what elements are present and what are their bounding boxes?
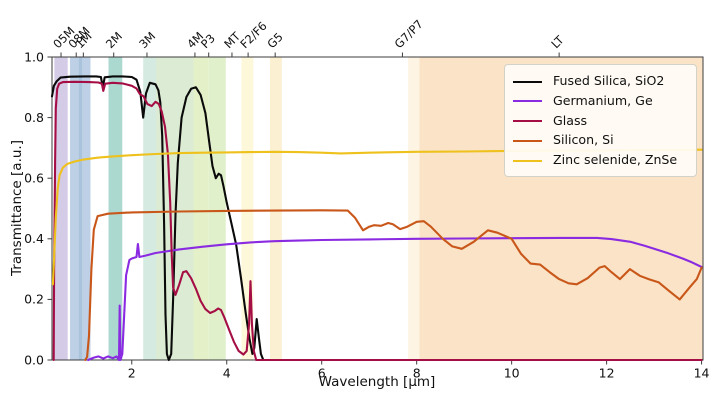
series-line-silicon <box>84 209 703 362</box>
legend-entry-zinc-selenide: Zinc selenide, ZnSe <box>513 151 688 170</box>
spectral-band <box>269 57 282 360</box>
legend-label: Glass <box>553 112 588 128</box>
spectral-band <box>408 57 420 360</box>
x-tick-label: 14 <box>694 366 710 381</box>
series-line-glass <box>52 80 703 362</box>
y-tick-label: 0.4 <box>24 231 44 246</box>
band-label: F2/F6 <box>237 19 269 51</box>
legend-entry-fused-silica: Fused Silica, SiO2 <box>513 72 688 91</box>
band-label: 2M <box>103 29 125 51</box>
spectral-band <box>54 57 68 360</box>
y-axis-label: Transmittance [a.u.] <box>9 140 25 276</box>
band-label: LT <box>548 32 567 51</box>
spectral-band <box>193 57 209 360</box>
legend-entry-germanium: Germanium, Ge <box>513 92 688 111</box>
legend-entry-glass: Glass <box>513 112 688 131</box>
y-tick-label: 0.0 <box>24 352 44 367</box>
legend: Fused Silica, SiO2 Germanium, Ge Glass S… <box>504 64 697 177</box>
legend-line-swatch <box>513 100 542 103</box>
band-label: G7/P7 <box>392 17 426 51</box>
band-label: G5 <box>264 30 285 51</box>
spectral-band <box>70 57 79 360</box>
legend-line-swatch <box>513 139 542 142</box>
spectral-band <box>78 57 83 360</box>
band-label: 3M <box>136 29 158 51</box>
spectral-band <box>241 57 254 360</box>
x-tick-label: 2 <box>128 366 136 381</box>
x-tick-label: 6 <box>318 366 326 381</box>
legend-label: Silicon, Si <box>553 132 614 148</box>
series-line-zinc-selenide <box>51 148 703 286</box>
series-line-germanium <box>87 236 703 362</box>
spectral-band <box>82 57 91 360</box>
legend-label: Fused Silica, SiO2 <box>553 73 665 89</box>
y-tick-label: 1.0 <box>24 49 44 64</box>
legend-label: Zinc selenide, ZnSe <box>553 152 678 168</box>
x-tick-label: 10 <box>504 366 520 381</box>
x-tick-label: 8 <box>413 366 421 381</box>
legend-line-swatch <box>513 120 542 122</box>
spectral-band <box>143 57 156 360</box>
x-axis-label: Wavelength [μm] <box>318 374 436 390</box>
y-tick-label: 0.6 <box>24 171 44 186</box>
x-tick-label: 4 <box>223 366 231 381</box>
spectral-band <box>208 57 226 360</box>
legend-entry-silicon: Silicon, Si <box>513 131 688 150</box>
x-tick-label: 12 <box>599 366 615 381</box>
y-tick-label: 0.2 <box>24 292 44 307</box>
legend-line-swatch <box>513 80 542 83</box>
legend-line-swatch <box>513 159 542 162</box>
y-tick-label: 0.8 <box>24 110 44 125</box>
spectral-band <box>108 57 123 360</box>
legend-label: Germanium, Ge <box>553 92 653 108</box>
